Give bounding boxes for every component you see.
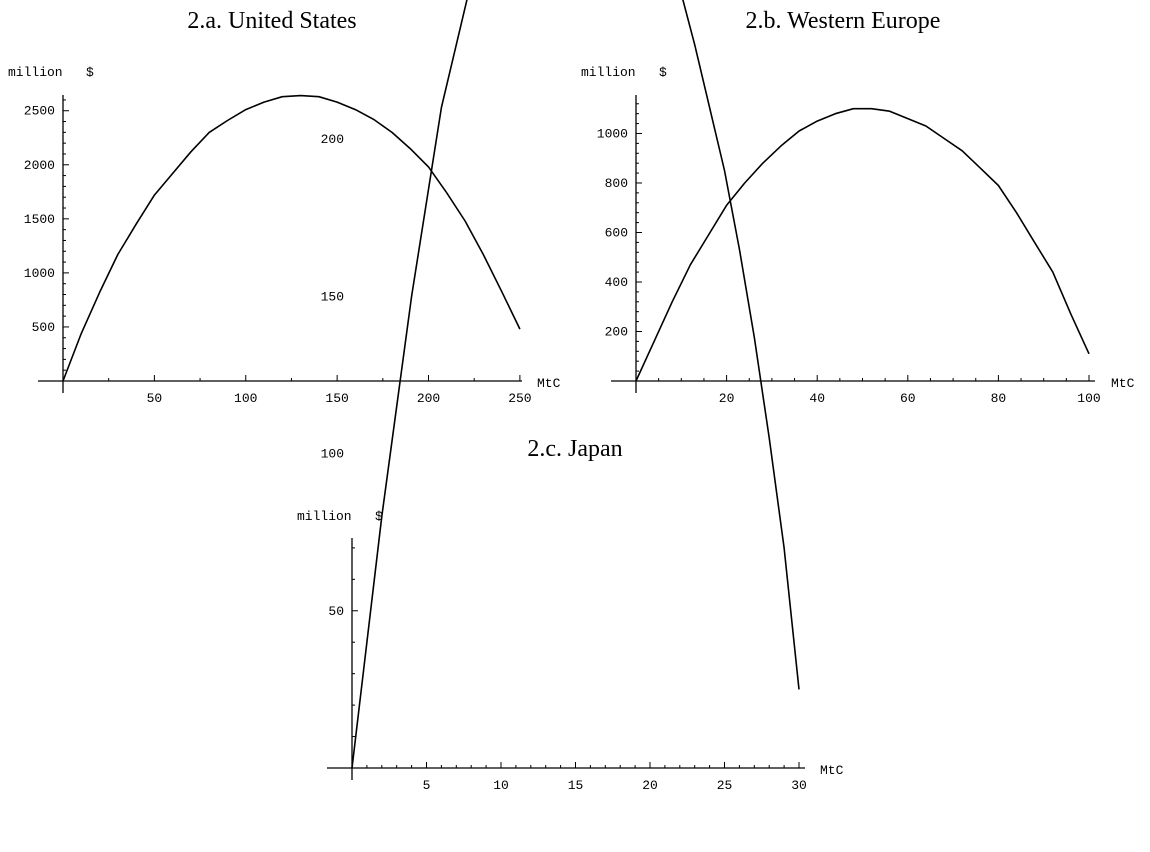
we-x-axis-label: MtC bbox=[1111, 376, 1135, 391]
we-series-line bbox=[635, 107, 1090, 382]
we-y-tick-label: 200 bbox=[605, 324, 628, 339]
us-x-tick-label: 50 bbox=[147, 391, 163, 406]
us-x-tick-label: 100 bbox=[234, 391, 257, 406]
chart-title-japan: 2.c. Japan bbox=[527, 436, 623, 462]
us-y-tick-label: 1000 bbox=[24, 266, 55, 281]
we-y-tick-label: 800 bbox=[605, 176, 628, 191]
chart-title-us: 2.a. United States bbox=[187, 8, 357, 34]
we-x-tick-label: 20 bbox=[719, 391, 735, 406]
we-y-tick-label: 400 bbox=[605, 275, 628, 290]
us-x-tick-label: 200 bbox=[417, 391, 440, 406]
jp-y-tick-label: 100 bbox=[321, 447, 344, 462]
us-x-tick-label: 150 bbox=[325, 391, 348, 406]
we-y-axis-label: million $ bbox=[581, 65, 667, 80]
jp-y-tick-label: 50 bbox=[328, 604, 344, 619]
we-x-tick-label: 40 bbox=[809, 391, 825, 406]
us-y-tick-label: 2500 bbox=[24, 104, 55, 119]
us-y-tick-label: 2000 bbox=[24, 158, 55, 173]
us-y-tick-label: 500 bbox=[32, 320, 55, 335]
jp-y-tick-label: 200 bbox=[321, 132, 344, 147]
we-x-tick-label: 60 bbox=[900, 391, 916, 406]
jp-x-tick-label: 30 bbox=[791, 778, 807, 793]
jp-x-tick-label: 25 bbox=[717, 778, 733, 793]
jp-y-tick-label: 150 bbox=[321, 289, 344, 304]
jp-x-tick-label: 10 bbox=[493, 778, 509, 793]
us-x-tick-label: 250 bbox=[508, 391, 531, 406]
jp-x-tick-label: 15 bbox=[568, 778, 584, 793]
jp-x-axis-label: MtC bbox=[820, 763, 844, 778]
jp-x-tick-label: 20 bbox=[642, 778, 658, 793]
we-x-tick-label: 100 bbox=[1077, 391, 1100, 406]
we-y-tick-label: 1000 bbox=[597, 126, 628, 141]
us-x-axis-label: MtC bbox=[537, 376, 561, 391]
us-y-axis-label: million $ bbox=[8, 65, 94, 80]
chart-title-western-europe: 2.b. Western Europe bbox=[745, 8, 941, 34]
we-y-tick-label: 600 bbox=[605, 225, 628, 240]
jp-series-line bbox=[351, 0, 800, 769]
jp-y-axis-label: million $ bbox=[297, 509, 383, 524]
us-y-tick-label: 1500 bbox=[24, 212, 55, 227]
us-series-line bbox=[62, 94, 521, 382]
we-x-tick-label: 80 bbox=[991, 391, 1007, 406]
jp-x-tick-label: 5 bbox=[423, 778, 431, 793]
